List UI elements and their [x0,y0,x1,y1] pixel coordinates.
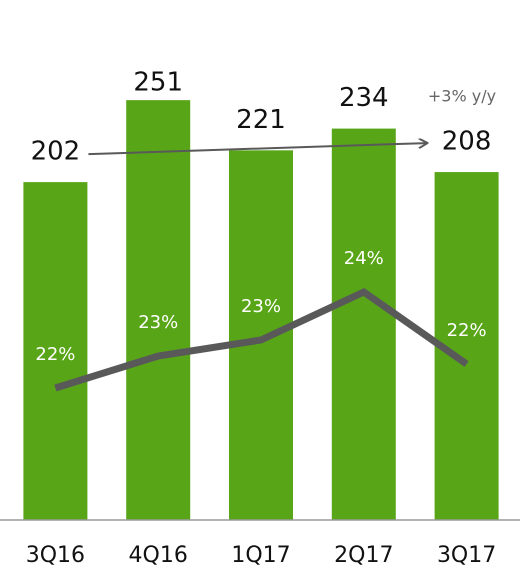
line-value-label: 23% [138,312,178,333]
bar [229,150,293,520]
x-tick-label: 2Q17 [334,543,393,568]
line-value-label: 22% [447,320,487,341]
bar-value-label: 202 [31,137,81,167]
annotation: +3% y/y [428,87,496,106]
x-tick-label: 3Q17 [437,543,496,568]
line-value-label: 23% [241,296,281,317]
line-value-label: 22% [35,344,75,365]
x-tick-label: 4Q16 [129,543,188,568]
x-tick-label: 1Q17 [231,543,290,568]
line-value-label: 24% [344,248,384,269]
trend-arrow [88,143,426,156]
bar-value-label: 221 [236,105,286,135]
bar [331,128,396,520]
bar-value-label: 251 [133,68,183,98]
bar [23,182,88,521]
line [54,287,469,392]
bar-value-label: 234 [339,83,389,113]
x-tick-label: 3Q16 [26,543,85,568]
bar [126,100,191,521]
bar-value-label: 208 [442,127,492,157]
